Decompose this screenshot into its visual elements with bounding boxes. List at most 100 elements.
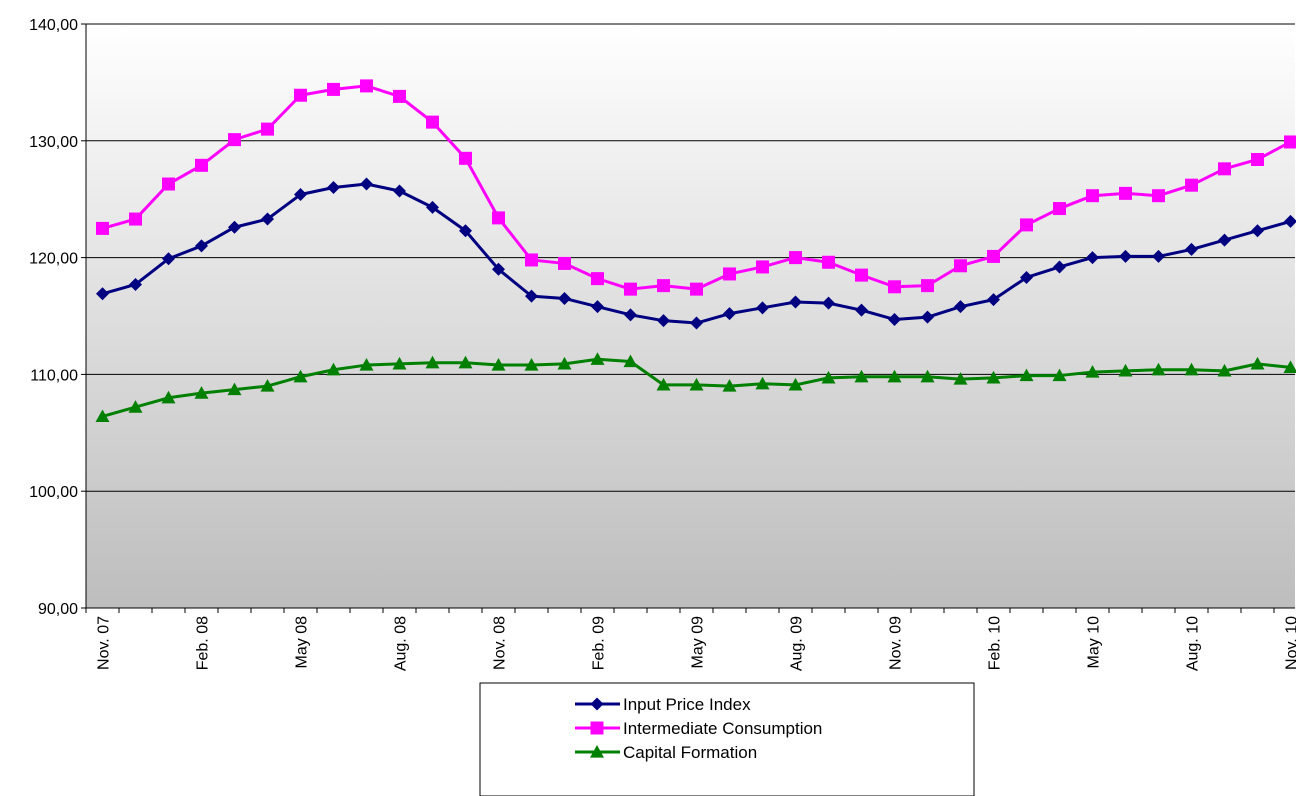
data-point [129,277,142,291]
legend-item-input-price-index: Input Price Index [575,695,751,714]
data-point [623,354,638,368]
data-point [1283,360,1296,373]
data-point [953,372,968,385]
series-layer [95,79,1296,423]
x-tick-label: Aug. 10 [1185,616,1202,671]
data-point [986,370,1001,384]
data-point [657,314,670,328]
data-point [326,362,341,376]
data-point [1053,202,1066,216]
data-point [1152,189,1165,203]
data-point [888,313,901,327]
data-point [755,376,770,390]
data-point [887,369,902,383]
data-point [96,287,109,301]
data-point [426,115,439,129]
data-point [591,272,604,286]
data-point [261,212,274,226]
data-point [624,308,637,322]
data-point [162,177,175,191]
data-point [921,279,934,293]
x-tick-label: May 08 [294,616,311,669]
legend-label: Capital Formation [623,743,757,762]
data-point [1185,242,1198,256]
data-point [1218,233,1231,247]
data-point [1185,178,1198,192]
data-point [920,369,935,383]
data-point [1284,135,1296,149]
data-point [855,268,868,282]
data-point [558,256,571,270]
legend-marker [590,745,604,758]
data-point [987,249,1000,263]
data-point [854,369,869,383]
data-point [624,282,637,296]
data-point [195,239,208,253]
x-tick-label: Nov. 08 [492,616,509,670]
data-point [1053,260,1066,274]
data-point [821,370,836,384]
data-point [96,221,109,235]
data-point [1218,162,1231,176]
data-point [723,307,736,321]
legend-box [479,682,975,796]
legend-label: Input Price Index [623,695,751,714]
y-tick-label: 100,00 [29,484,78,501]
data-point [359,358,374,371]
data-point [227,382,242,396]
data-point [228,220,241,234]
data-point [789,295,802,309]
data-point [822,296,835,310]
data-point [1151,362,1166,376]
legend-item-intermediate-consumption: Intermediate Consumption [575,719,822,738]
data-point [327,82,340,96]
x-tick-label: Aug. 09 [789,616,806,671]
x-tick-label: May 09 [690,616,707,669]
data-point [1251,152,1264,166]
data-point [360,79,373,93]
data-point [128,400,143,413]
legend: Input Price Index Intermediate Consumptio… [479,682,975,796]
data-point [788,377,803,391]
data-point [1019,368,1034,382]
data-point [756,301,769,315]
data-point [1251,224,1264,238]
data-point [327,181,340,195]
data-point [756,260,769,274]
x-tick-label: May 10 [1086,616,1103,669]
data-point [459,224,472,238]
data-point [1152,249,1165,263]
x-tick-label: Aug. 08 [393,616,410,671]
data-point [1250,356,1265,370]
y-tick-label: 110,00 [30,367,78,384]
data-point [1119,186,1132,200]
data-point [657,279,670,293]
data-point [492,211,505,225]
plot-area [86,24,1295,608]
data-point [426,200,439,214]
data-point [690,316,703,330]
series-capital-formation [95,352,1296,423]
y-tick-label: 130,00 [29,134,78,151]
series-input-price-index [96,177,1296,330]
data-point [525,253,538,267]
x-tick-label: Nov. 07 [96,616,113,670]
data-point [1119,249,1132,263]
data-point [954,300,967,314]
data-point [722,379,737,392]
data-point [789,251,802,265]
data-point [525,289,538,303]
x-tick-label: Nov. 10 [1284,616,1296,670]
legend-item-capital-formation: Capital Formation [575,743,757,762]
data-point [1184,362,1199,376]
y-tick-label: 90,00 [38,601,78,618]
data-point [162,252,175,266]
y-axis: 90,00 100,00 110,00 120,00 130,00 140,00 [29,17,87,618]
data-point [1020,218,1033,232]
data-point [1086,189,1099,203]
data-point [491,358,506,371]
data-point [855,303,868,317]
data-point [293,369,308,383]
data-point [656,377,671,391]
data-point [1020,270,1033,284]
